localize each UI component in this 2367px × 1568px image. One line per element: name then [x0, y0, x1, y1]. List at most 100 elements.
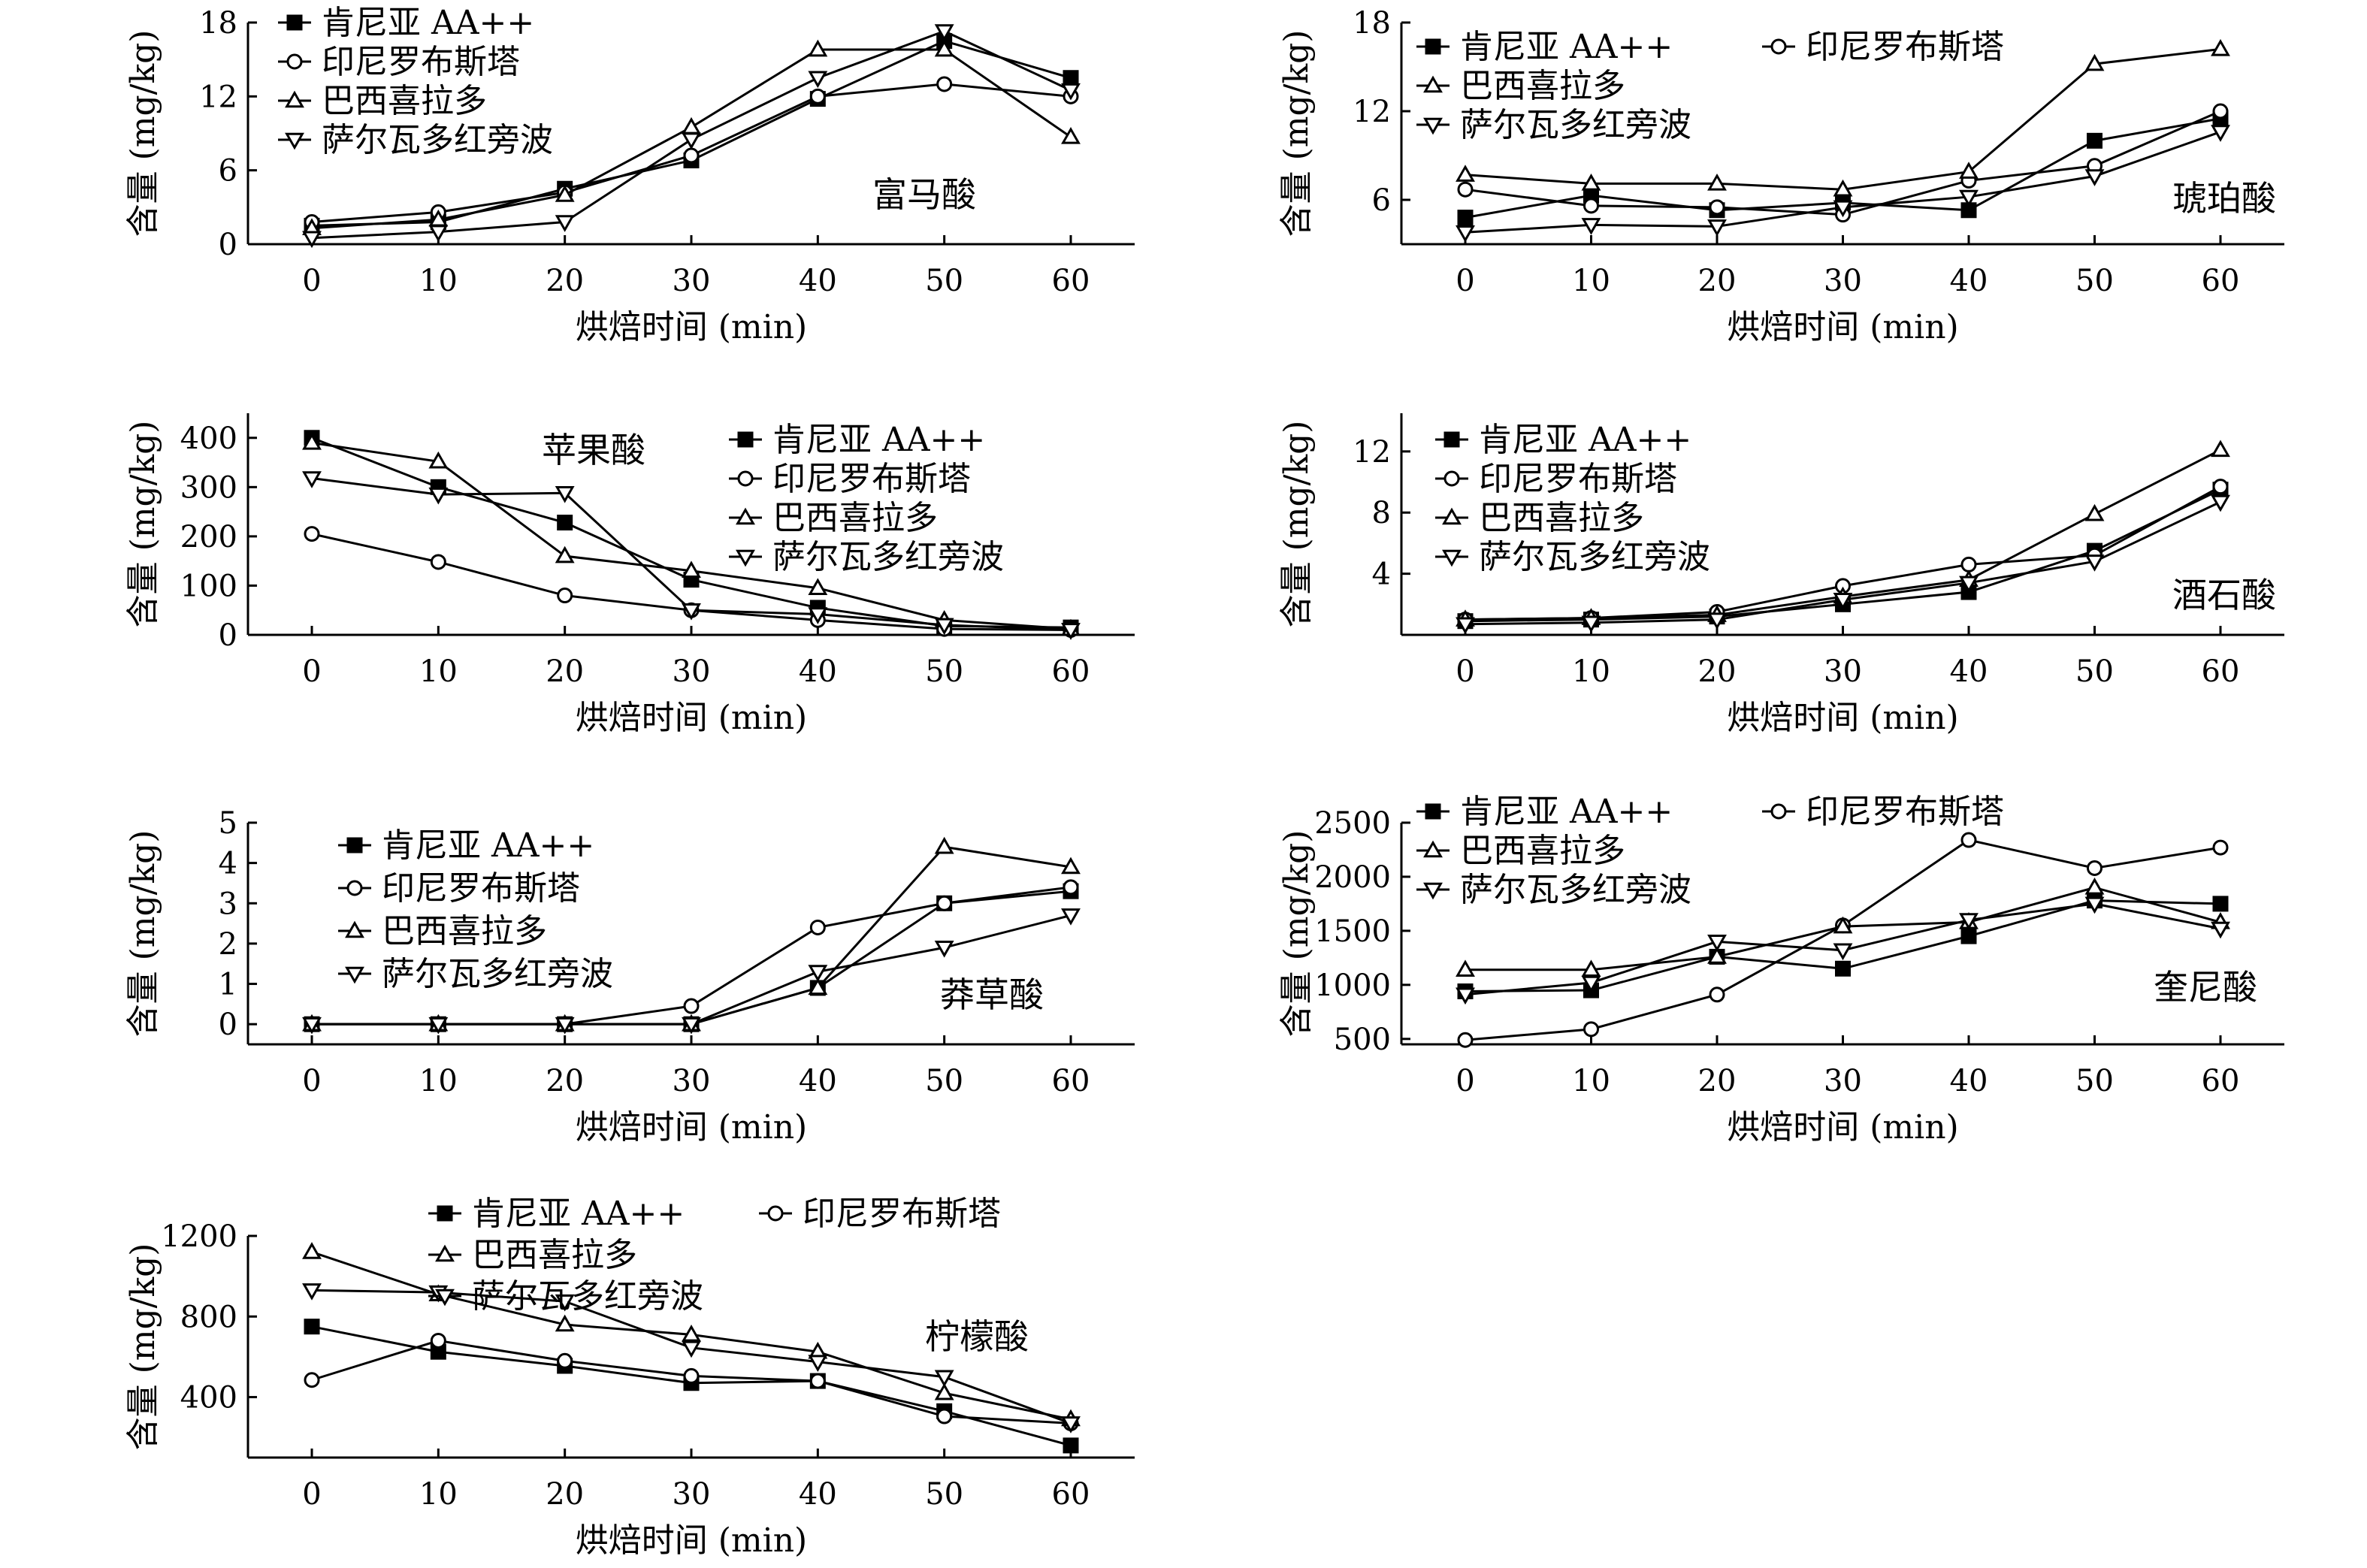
data-point: [1960, 832, 1977, 848]
data-point: [1709, 199, 1725, 216]
data-point: [555, 485, 575, 503]
y-tick-label: 1: [219, 968, 237, 1002]
x-axis-title: 烘焙时间 (min): [1727, 1108, 1958, 1147]
data-point: [808, 39, 828, 57]
data-point: [808, 965, 828, 982]
data-point: [2211, 494, 2230, 512]
data-point: [1959, 913, 1979, 930]
legend-label: 巴西喜拉多: [472, 1236, 637, 1274]
data-point: [682, 1340, 701, 1358]
chart-panel-6: 0 10 20 30 40 50 60 500 1000 1500 2000 2500 烘焙时间 (mi…: [1277, 793, 2284, 1147]
data-point: [934, 24, 954, 41]
legend-item: 萨尔瓦多红旁波: [1416, 871, 1691, 909]
legend-label: 萨尔瓦多红旁波: [322, 121, 553, 159]
data-point: [1063, 1437, 1079, 1454]
y-tick-label: 3: [219, 887, 237, 921]
legend-label: 巴西喜拉多: [1460, 832, 1625, 870]
series-3: [302, 39, 1081, 235]
data-point: [302, 231, 322, 249]
y-axis-title: 含量 (mg/kg): [124, 830, 162, 1038]
chart-panel-3: 0 10 20 30 40 50 60 0 100 200 300 400 烘焙时间 (min) 含量 (…: [124, 413, 1135, 737]
data-point: [682, 1325, 701, 1342]
x-tick-label: 20: [546, 1477, 584, 1512]
data-point: [555, 185, 575, 202]
x-tick-label: 60: [2202, 264, 2240, 298]
data-point: [428, 1017, 449, 1035]
x-tick-label: 0: [302, 654, 321, 689]
x-axis-title: 烘焙时间 (min): [576, 699, 807, 737]
legend-item: 肯尼亚 AA++: [428, 1195, 685, 1233]
legend-marker: [736, 507, 755, 525]
data-point: [1457, 210, 1474, 226]
data-point: [1583, 1021, 1599, 1038]
y-axis-title: 含量 (mg/kg): [1277, 830, 1316, 1038]
data-point: [428, 225, 449, 242]
legend-marker: [1425, 803, 1441, 820]
data-point: [430, 1332, 446, 1349]
data-point: [1457, 181, 1474, 198]
legend-label: 萨尔瓦多红旁波: [1460, 106, 1691, 144]
legend-label: 印尼罗布斯塔: [1479, 460, 1677, 498]
legend-marker: [1443, 470, 1460, 487]
y-tick-label: 200: [180, 520, 237, 554]
data-point: [934, 836, 954, 854]
legend-item: 肯尼亚 AA++: [278, 4, 534, 42]
legend-marker: [286, 14, 303, 31]
y-tick-label: 2: [219, 927, 237, 962]
data-point: [809, 1373, 826, 1389]
x-tick-label: 0: [302, 1477, 321, 1512]
data-point: [557, 588, 573, 604]
data-point: [809, 919, 826, 935]
data-point: [555, 1294, 575, 1312]
series-3: [1456, 39, 2230, 197]
legend-marker: [437, 1205, 453, 1222]
y-tick-label: 1200: [161, 1219, 237, 1254]
series-4: [1456, 125, 2230, 243]
x-tick-label: 50: [925, 1477, 963, 1512]
x-tick-label: 50: [925, 654, 963, 689]
chart-panel-5: 0 10 20 30 40 50 60 0 1 2 3 4 5 烘焙时间 (min) 含量 (mg/kg) 莽…: [124, 806, 1135, 1147]
y-axis-title: 含量 (mg/kg): [1277, 30, 1316, 237]
y-axis-title: 含量 (mg/kg): [124, 1243, 162, 1451]
legend-item: 萨尔瓦多红旁波: [278, 121, 553, 159]
legend-marker: [1442, 507, 1462, 525]
x-tick-label: 50: [2075, 654, 2114, 689]
data-point: [2084, 169, 2105, 186]
data-point: [555, 215, 575, 232]
legend-item: 巴西喜拉多: [1416, 832, 1625, 870]
data-point: [2212, 896, 2229, 912]
data-point: [2084, 554, 2105, 572]
legend-marker: [1442, 549, 1462, 567]
legend-label: 肯尼亚 AA++: [382, 826, 594, 865]
y-tick-label: 18: [199, 6, 237, 41]
data-point: [2211, 125, 2230, 142]
x-axis-title: 烘焙时间 (min): [1727, 308, 1958, 346]
data-point: [1063, 879, 1079, 896]
chart-title: 奎尼酸: [2154, 967, 2257, 1008]
legend-marker: [346, 837, 363, 853]
data-point: [302, 1242, 322, 1259]
data-point: [808, 1355, 828, 1372]
x-tick-label: 10: [419, 1477, 458, 1512]
x-tick-label: 30: [673, 1477, 711, 1512]
data-point: [1707, 219, 1727, 237]
chart-title: 酒石酸: [2172, 575, 2276, 615]
series-4: [302, 471, 1081, 640]
x-tick-label: 0: [302, 1064, 321, 1098]
x-tick-label: 10: [419, 1064, 458, 1098]
data-point: [2212, 839, 2229, 856]
series-4: [302, 24, 1081, 249]
legend-label: 巴西喜拉多: [1479, 499, 1644, 537]
y-tick-label: 400: [180, 1381, 237, 1415]
legend-marker: [1423, 882, 1443, 900]
data-point: [936, 895, 953, 911]
legend-item: 巴西喜拉多: [729, 499, 938, 537]
data-point: [1456, 225, 1475, 243]
data-point: [1835, 960, 1851, 977]
legend-marker: [285, 90, 304, 108]
data-point: [936, 76, 953, 92]
x-axis-title: 烘焙时间 (min): [1727, 699, 1958, 737]
data-point: [1709, 986, 1725, 1003]
